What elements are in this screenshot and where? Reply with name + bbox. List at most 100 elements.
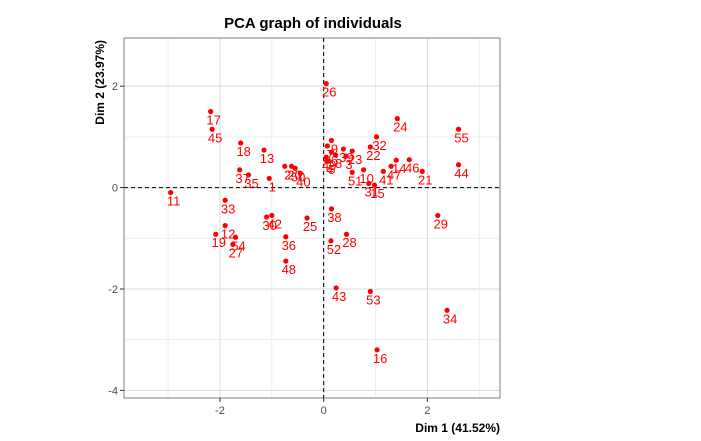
- x-tick-label: 0: [321, 405, 327, 417]
- data-point-label: 14: [392, 161, 406, 176]
- data-point-label: 9: [331, 141, 338, 156]
- data-point: [343, 231, 350, 237]
- data-points: [168, 81, 462, 353]
- data-point: [269, 212, 275, 219]
- data-point: [373, 134, 380, 140]
- data-point-label: 37: [235, 171, 249, 186]
- data-point-label: 46: [405, 161, 419, 176]
- data-point-label: 47: [387, 167, 401, 182]
- data-point-label: 23: [348, 152, 362, 167]
- data-point-label: 5: [328, 162, 335, 177]
- data-point-label: 33: [221, 201, 235, 216]
- data-point-label: 12: [221, 227, 235, 242]
- data-point: [297, 170, 303, 176]
- data-point-label: 15: [370, 186, 384, 201]
- data-point-label: 35: [244, 176, 258, 191]
- data-point-label: 52: [327, 242, 341, 257]
- data-point: [455, 126, 462, 132]
- data-point-label: 42: [268, 216, 282, 231]
- data-point-label: 29: [434, 216, 448, 231]
- reference-lines: [124, 38, 500, 398]
- data-point-label: 36: [282, 238, 296, 253]
- data-point: [444, 307, 450, 313]
- data-point-label: 3: [345, 157, 352, 172]
- data-point-label: 7: [327, 147, 334, 162]
- x-tick-label: 2: [424, 405, 430, 417]
- data-point: [209, 126, 215, 132]
- data-point: [238, 140, 244, 146]
- data-point-label: 32: [372, 138, 386, 153]
- data-point: [367, 144, 373, 150]
- data-point-label: 28: [342, 235, 356, 250]
- data-point: [393, 157, 399, 163]
- data-point: [328, 238, 334, 244]
- data-point: [328, 206, 335, 212]
- data-point-label: 21: [418, 172, 432, 187]
- data-point-label: 31: [365, 185, 379, 200]
- chart-title: PCA graph of individuals: [224, 15, 402, 32]
- data-point-label: 51: [348, 173, 362, 188]
- data-point: [266, 175, 272, 182]
- data-point-label: 22: [366, 148, 380, 163]
- data-point: [264, 214, 270, 220]
- data-point-label: 4: [326, 162, 333, 177]
- data-point: [343, 153, 349, 159]
- data-point: [326, 158, 332, 164]
- data-point: [208, 108, 214, 115]
- data-point-label: 13: [260, 151, 274, 166]
- data-point: [328, 149, 335, 155]
- data-point-label: 6: [331, 153, 338, 168]
- data-point-label: 43: [332, 289, 346, 304]
- data-point: [371, 182, 378, 188]
- data-point-label: 17: [206, 113, 220, 128]
- data-point-label: 20: [287, 167, 301, 182]
- data-point-label: 45: [208, 130, 222, 145]
- data-point: [367, 288, 373, 295]
- data-point-label: 40: [296, 174, 310, 189]
- data-point: [283, 258, 289, 264]
- data-point: [388, 163, 394, 169]
- data-point-label: 54: [231, 238, 245, 253]
- data-point-label: 18: [236, 144, 250, 159]
- data-point-label: 48: [282, 262, 296, 277]
- x-tick-label: -2: [215, 405, 225, 417]
- data-point-label: 39: [339, 150, 353, 165]
- data-point-label: 11: [167, 194, 181, 209]
- data-point: [349, 169, 355, 175]
- data-point: [394, 116, 400, 122]
- data-point: [406, 157, 412, 163]
- data-point: [237, 167, 243, 173]
- data-point: [222, 223, 228, 229]
- data-point: [232, 234, 239, 240]
- axis-ticks: -2 0 2 -4 -2 0 2: [108, 81, 430, 417]
- data-point: [304, 215, 310, 221]
- data-point-label: 16: [373, 351, 387, 366]
- data-point: [323, 81, 329, 87]
- x-axis-title: Dim 1 (41.52%): [415, 421, 500, 435]
- data-point: [261, 147, 267, 153]
- data-point: [213, 231, 219, 237]
- data-point-label: 44: [454, 166, 468, 181]
- y-tick-label: 2: [112, 81, 118, 93]
- data-point: [245, 172, 252, 178]
- data-point: [366, 180, 372, 187]
- data-point: [435, 212, 441, 219]
- data-point: [455, 162, 462, 168]
- data-point: [374, 347, 380, 353]
- data-point: [222, 197, 228, 203]
- data-point-label: 50: [291, 169, 305, 184]
- data-point: [230, 241, 236, 247]
- data-point: [332, 152, 339, 158]
- data-point-label: 55: [454, 130, 468, 145]
- data-point: [283, 234, 289, 240]
- data-point: [324, 143, 330, 149]
- data-point: [292, 165, 298, 171]
- data-point-label: 10: [359, 171, 373, 186]
- data-point: [323, 154, 329, 160]
- data-point: [349, 148, 355, 154]
- data-point-label: 25: [303, 219, 317, 234]
- data-point: [419, 168, 425, 174]
